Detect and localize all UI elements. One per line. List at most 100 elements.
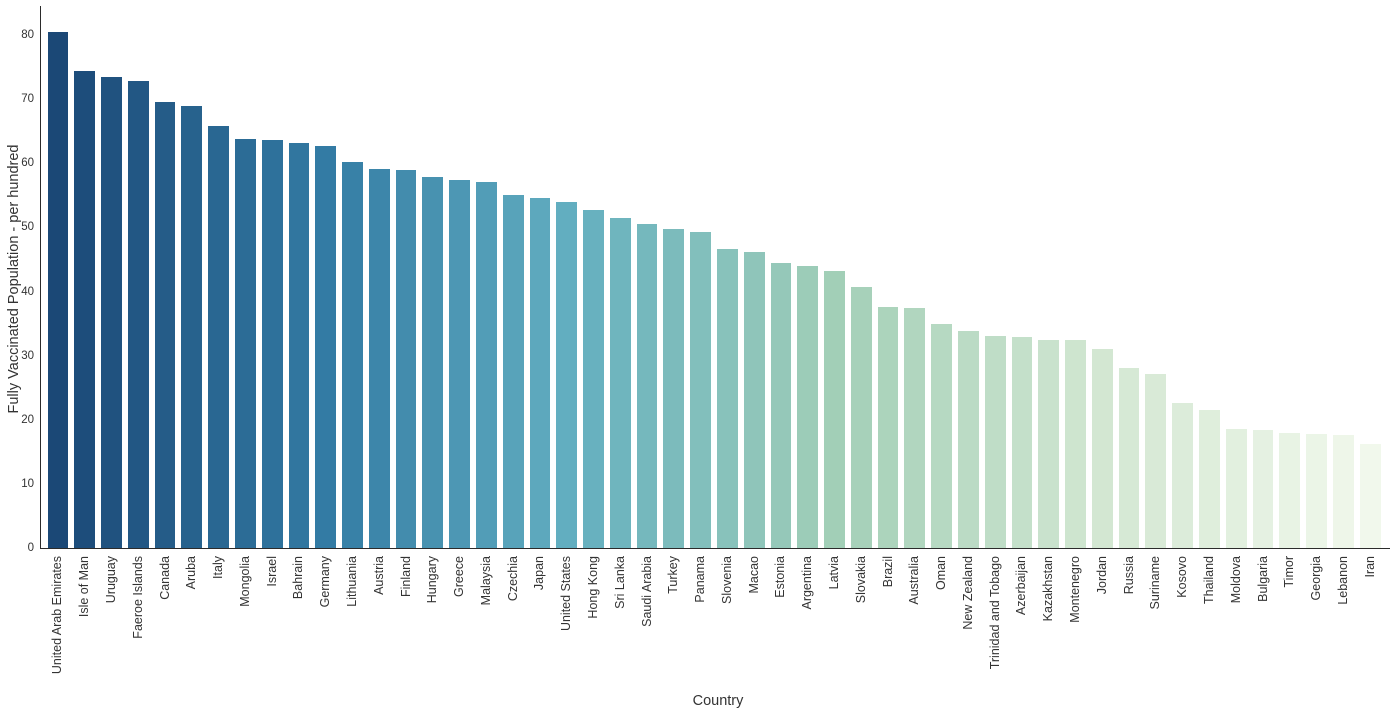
x-tick-label: Suriname <box>1148 556 1163 610</box>
bar <box>127 80 149 548</box>
bar <box>1145 374 1167 548</box>
x-tick-label: Brazil <box>880 556 895 588</box>
bar <box>288 143 310 548</box>
x-axis-label: Country <box>692 693 744 709</box>
x-tick-label: Iran <box>1362 556 1377 578</box>
bar <box>342 161 363 548</box>
y-tick-label: 0 <box>27 542 34 554</box>
x-tick-label: Italy <box>211 556 226 579</box>
bar <box>556 201 578 548</box>
x-tick-label: Canada <box>157 556 172 600</box>
x-tick-label: Panama <box>693 556 708 603</box>
bar <box>234 138 256 548</box>
bar <box>1359 444 1381 548</box>
x-tick-label: Hungary <box>425 556 440 604</box>
bar <box>1091 349 1113 548</box>
bar <box>1172 403 1194 548</box>
x-tick-label: Isle of Man <box>77 556 92 618</box>
bar <box>690 231 712 548</box>
bar <box>1065 340 1086 548</box>
x-tick-label: Australia <box>907 556 922 605</box>
x-tick-label: Japan <box>532 556 547 591</box>
y-tick-label: 60 <box>21 157 34 170</box>
y-tick-label: 30 <box>21 349 34 362</box>
bar <box>636 224 658 548</box>
y-axis-line <box>40 6 42 549</box>
bar <box>1279 432 1301 548</box>
x-tick-label: Thailand <box>1201 556 1216 604</box>
bar <box>984 335 1006 548</box>
bar <box>663 229 685 548</box>
bar <box>717 248 738 548</box>
x-tick-label: Israel <box>264 556 279 587</box>
bar <box>609 217 631 548</box>
x-tick-label: Jordan <box>1094 556 1109 595</box>
bar <box>1306 434 1327 548</box>
x-tick-label: Kazakhstan <box>1041 556 1056 622</box>
x-tick-label: Bulgaria <box>1255 556 1270 602</box>
bar <box>261 140 283 548</box>
x-tick-label: Georgia <box>1309 556 1324 601</box>
x-tick-label: Hong Kong <box>586 556 600 619</box>
x-tick-label: United States <box>559 556 574 632</box>
bar <box>1332 435 1354 548</box>
x-tick-label: Czechia <box>505 556 520 602</box>
bar <box>1038 339 1060 548</box>
bar <box>74 70 96 548</box>
x-axis-line <box>40 548 1390 550</box>
bar <box>1118 368 1140 548</box>
x-tick-label: Lebanon <box>1335 556 1350 605</box>
bar <box>154 102 176 548</box>
bar <box>315 145 337 548</box>
x-tick-label: Azerbaijan <box>1014 556 1029 616</box>
x-tick-label: Estonia <box>773 556 788 598</box>
bar <box>958 330 979 548</box>
bar <box>583 210 604 548</box>
x-tick-label: Saudi Arabia <box>639 556 654 627</box>
x-tick-label: Finland <box>398 556 413 597</box>
y-tick-label: 70 <box>21 93 34 106</box>
bar <box>368 169 390 548</box>
bar <box>743 252 765 548</box>
bar <box>181 105 203 548</box>
x-tick-label: Argentina <box>800 556 815 610</box>
x-tick-label: Austria <box>371 556 386 595</box>
x-tick-label: Russia <box>1121 556 1136 595</box>
bar <box>1225 428 1247 548</box>
x-tick-label: Turkey <box>666 556 681 594</box>
x-tick-label: Uruguay <box>103 556 118 604</box>
x-tick-label: Malaysia <box>478 556 493 606</box>
bar <box>931 323 953 548</box>
bar <box>1011 337 1033 548</box>
bar <box>449 179 470 548</box>
bar <box>797 266 819 548</box>
bar <box>1252 430 1274 548</box>
x-tick-label: New Zealand <box>960 556 975 630</box>
bar <box>824 270 845 548</box>
x-tick-label: Sri Lanka <box>612 556 627 609</box>
x-tick-label: United Arab Emirates <box>50 556 65 675</box>
y-axis-label: Fully Vaccinated Population - per hundre… <box>6 144 22 414</box>
bar <box>502 194 524 548</box>
x-tick-label: Slovenia <box>719 556 734 604</box>
bar <box>1199 410 1220 548</box>
y-tick-label: 40 <box>21 285 34 298</box>
x-tick-label: Slovakia <box>853 556 868 604</box>
x-tick-label: Mongolia <box>237 556 252 607</box>
x-tick-label: Lithuania <box>344 556 359 607</box>
bar <box>475 182 497 548</box>
x-tick-label: Oman <box>934 556 949 591</box>
x-tick-label: Bahrain <box>291 556 306 600</box>
y-tick-label: 20 <box>21 413 34 426</box>
y-tick-label: 50 <box>21 221 34 234</box>
x-tick-label: Trinidad and Tobago <box>987 556 1002 670</box>
x-tick-label: Aruba <box>184 556 199 590</box>
x-tick-label: Montenegro <box>1068 556 1083 623</box>
bar <box>904 308 926 548</box>
x-tick-label: Macao <box>746 556 761 594</box>
x-tick-label: Greece <box>452 556 467 597</box>
bar <box>208 126 229 548</box>
x-tick-label: Latvia <box>827 556 842 590</box>
bar <box>770 263 792 548</box>
